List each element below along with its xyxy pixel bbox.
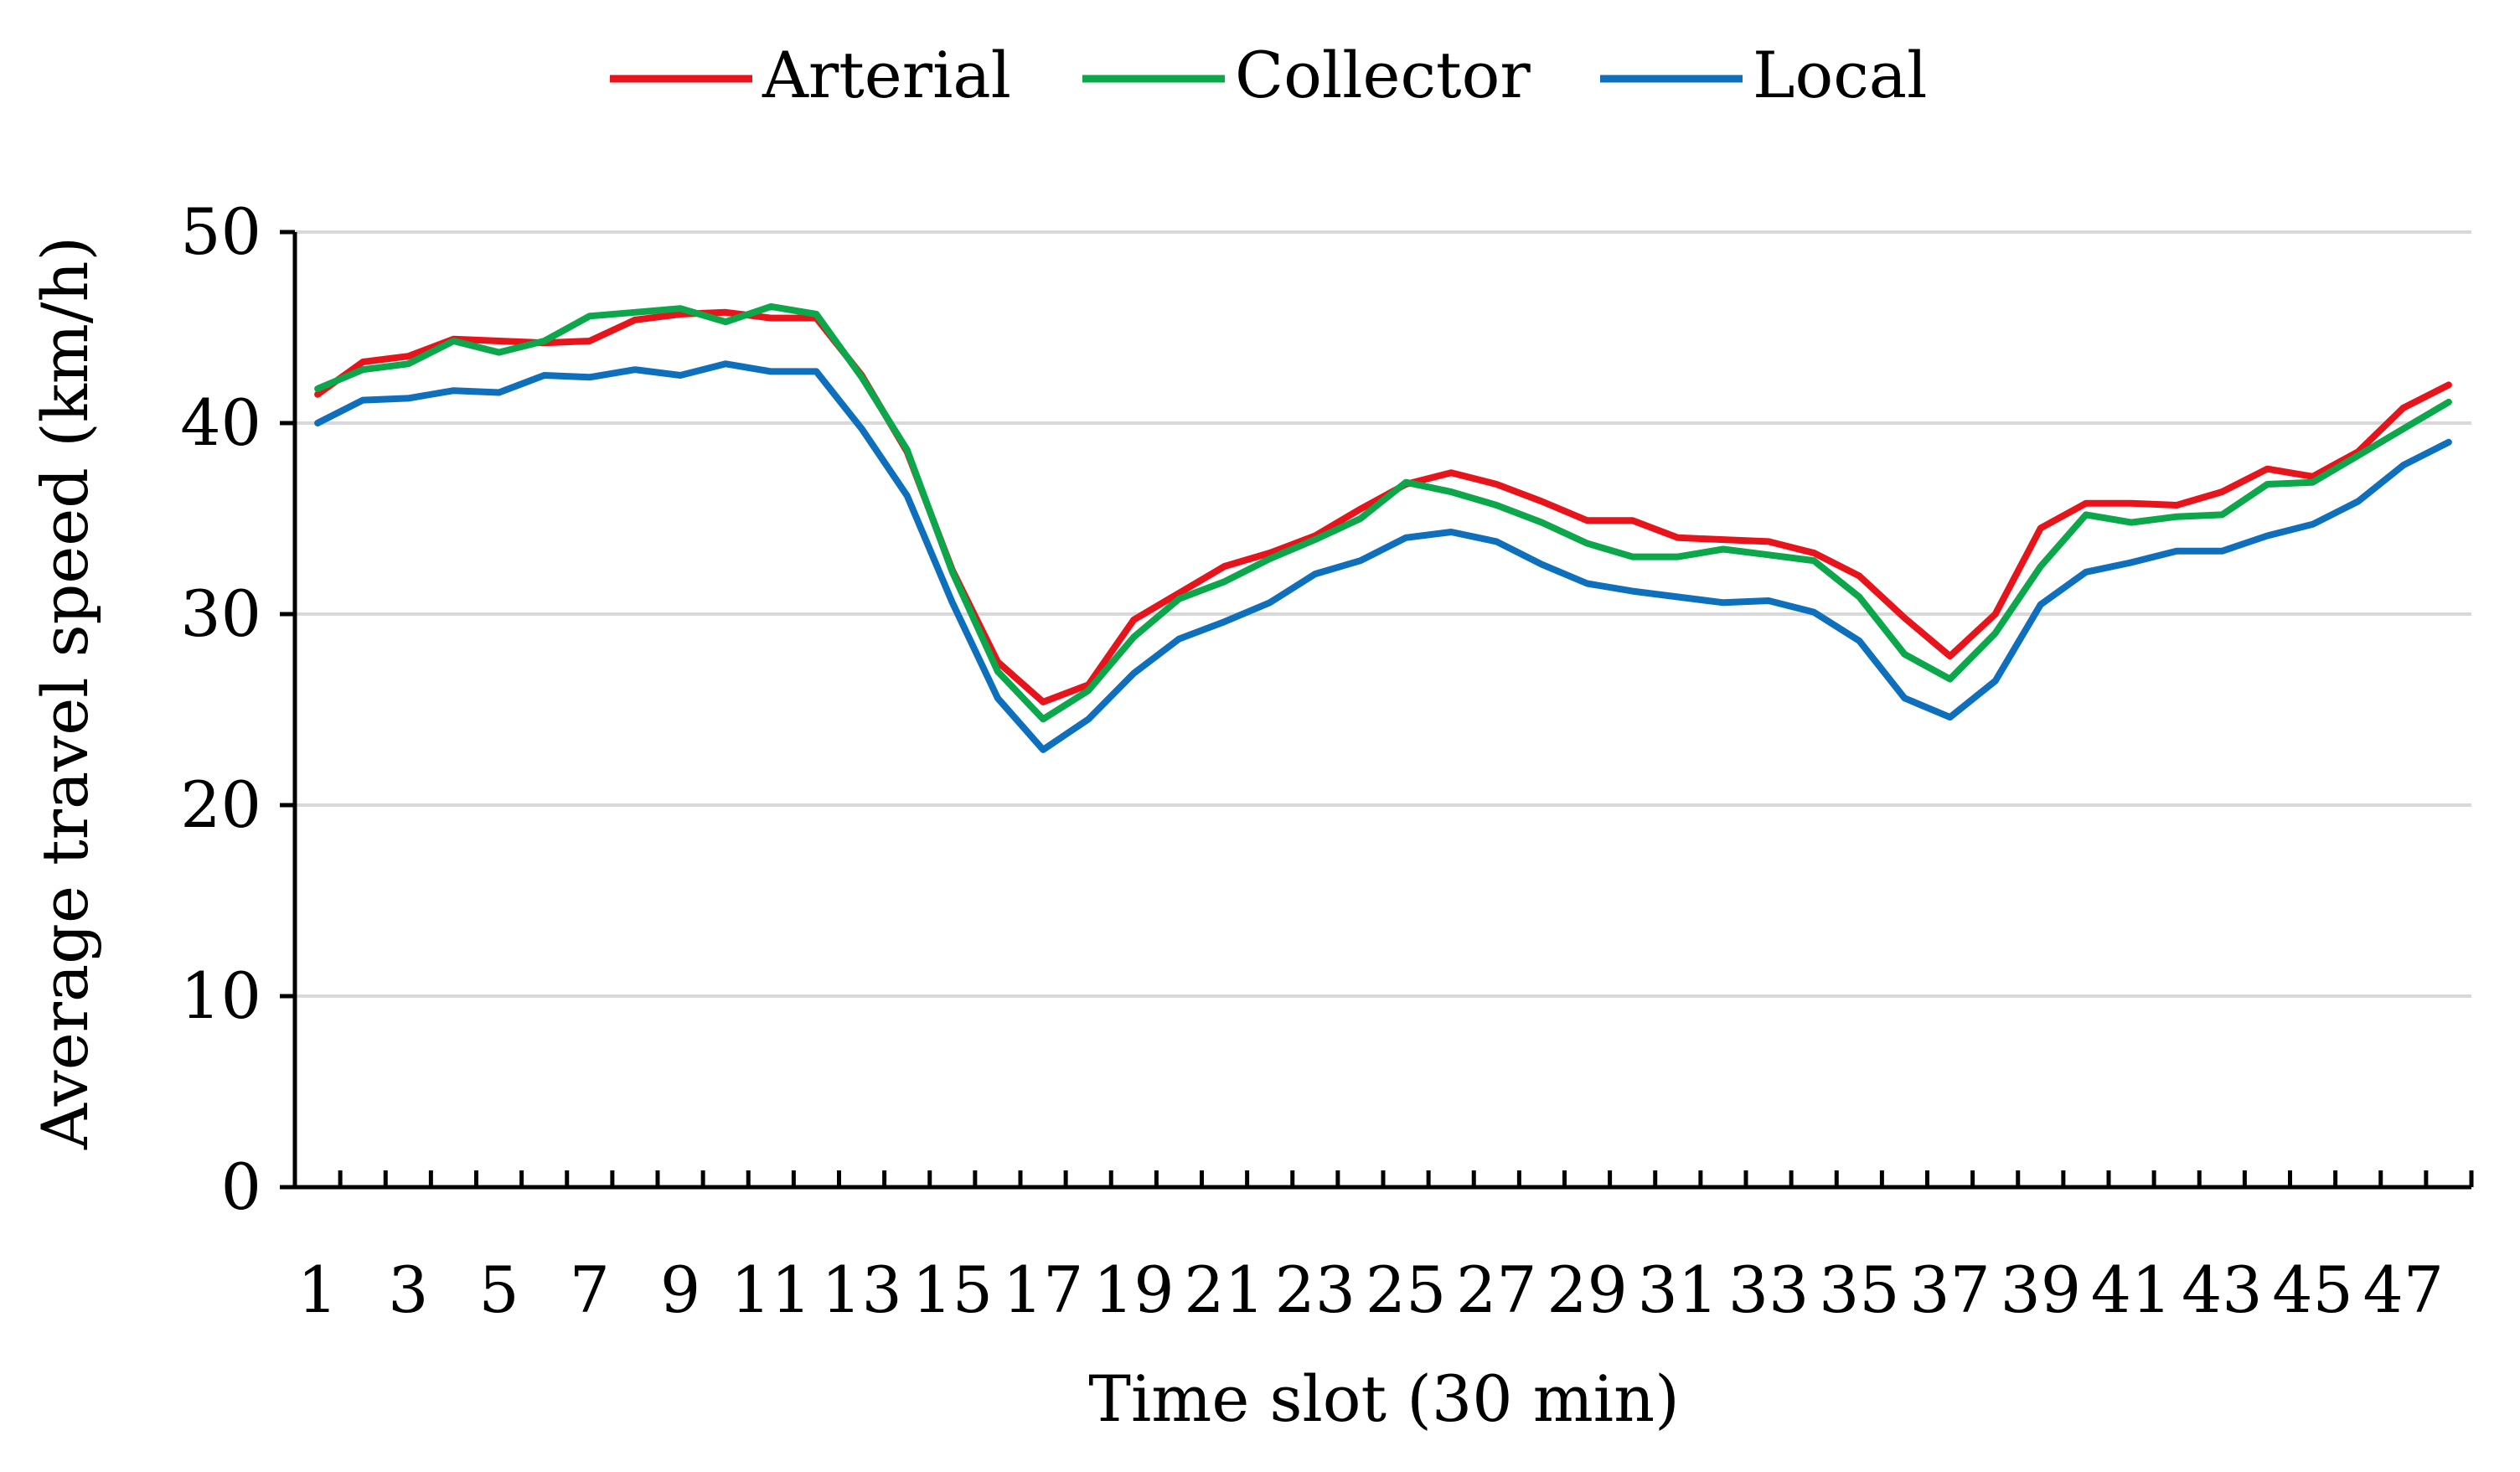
legend: Arterial Collector Local [610, 38, 1927, 112]
x-axis-title: Time slot (30 min) [1088, 1361, 1679, 1436]
x-tick-label: 29 [1547, 1252, 1628, 1327]
y-tick-label: 40 [180, 385, 261, 460]
x-tick-label: 23 [1274, 1252, 1356, 1327]
x-tick-label: 27 [1456, 1252, 1537, 1327]
x-tick-label: 3 [388, 1252, 428, 1327]
legend-label-collector: Collector [1235, 38, 1531, 112]
x-tick-label: 31 [1637, 1252, 1718, 1327]
x-tick-label: 39 [2000, 1252, 2081, 1327]
y-tick-label: 0 [221, 1149, 261, 1224]
x-tick-label: 47 [2362, 1252, 2444, 1327]
x-tick-label: 7 [570, 1252, 610, 1327]
legend-label-local: Local [1753, 38, 1927, 112]
legend-item-local: Local [1600, 38, 1927, 112]
x-tick-label: 15 [911, 1252, 993, 1327]
x-tick-label: 45 [2272, 1252, 2353, 1327]
grid-lines [295, 230, 2471, 998]
x-tick-label: 11 [731, 1252, 812, 1327]
x-tick-label: 25 [1366, 1252, 1447, 1327]
y-tick-label: 30 [180, 576, 261, 651]
y-tick-label: 20 [180, 767, 261, 842]
y-axis-title: Average travel speed (km/h) [28, 236, 102, 1150]
x-tick-label: 43 [2182, 1252, 2263, 1327]
y-tick-label: 50 [180, 194, 261, 269]
axes [292, 232, 2471, 1190]
x-tick-label: 21 [1184, 1252, 1265, 1327]
series-line-collector [314, 302, 2452, 723]
y-ticks: 0 10 20 30 40 50 [180, 194, 295, 1224]
y-tick-label: 10 [180, 958, 261, 1033]
series-line-local [314, 360, 2452, 753]
x-ticks: 1 3 5 7 9 11 13 15 17 19 21 23 25 27 29 31 33 35 37 39 41 43 4… [292, 1170, 2474, 1327]
legend-item-collector: Collector [1082, 38, 1531, 112]
x-tick-label: 13 [821, 1252, 902, 1327]
x-tick-label: 35 [1819, 1252, 1900, 1327]
legend-item-arterial: Arterial [610, 38, 1011, 112]
x-tick-label: 1 [297, 1252, 338, 1327]
x-tick-label: 37 [1909, 1252, 1991, 1327]
x-tick-label: 41 [2091, 1252, 2172, 1327]
legend-label-arterial: Arterial [762, 38, 1011, 112]
x-tick-label: 17 [1003, 1252, 1084, 1327]
x-tick-label: 5 [478, 1252, 519, 1327]
x-tick-label: 19 [1093, 1252, 1175, 1327]
x-tick-label: 9 [660, 1252, 700, 1327]
x-tick-label: 33 [1728, 1252, 1810, 1327]
series-lines [314, 302, 2452, 753]
